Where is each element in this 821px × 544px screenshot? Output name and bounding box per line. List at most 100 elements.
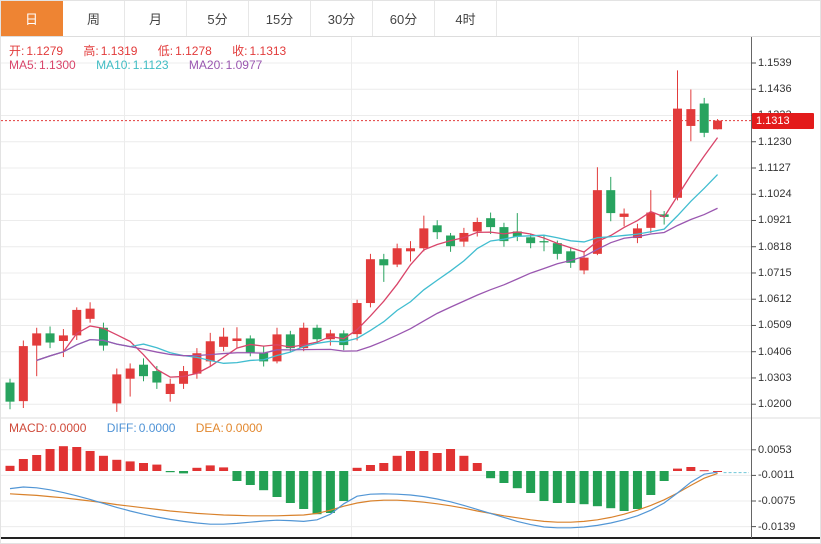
candle-body	[98, 327, 108, 346]
macd-bar	[219, 467, 229, 471]
macd-bar	[179, 471, 189, 474]
ma10-line	[36, 174, 719, 364]
macd-tick-label: 0.0053	[758, 443, 792, 456]
price-tick-label: 1.0509	[758, 319, 792, 332]
ma-readout: MA5: 1.1300 MA10: 1.1123 MA20: 1.0977	[9, 58, 264, 72]
diff-value: 0.0000	[138, 421, 176, 435]
timeframe-tabbar: 日 周 月 5分 15分 30分 60分 4时	[1, 1, 820, 37]
low-label: 低:	[157, 44, 174, 58]
tab-30min[interactable]: 30分	[311, 1, 373, 36]
price-tick-label: 1.0200	[758, 398, 792, 411]
candle-body	[512, 231, 522, 237]
price-tick-label: 1.0818	[758, 240, 792, 253]
macd-bar	[139, 463, 148, 471]
macd-bar	[419, 451, 429, 471]
candle-body	[72, 309, 82, 336]
open-value: 1.1279	[26, 44, 64, 58]
macd-bar	[125, 461, 135, 471]
tab-day[interactable]: 日	[1, 1, 63, 36]
macd-value: 0.0000	[49, 421, 87, 435]
candle-body	[526, 237, 536, 244]
macd-label: MACD:	[9, 421, 48, 435]
candle-body	[179, 371, 189, 384]
tab-15min[interactable]: 15分	[249, 1, 311, 36]
high-value: 1.1319	[100, 44, 138, 58]
macd-bar	[659, 471, 669, 481]
macd-bar	[392, 455, 402, 471]
tab-week[interactable]: 周	[63, 1, 125, 36]
candle-body	[205, 341, 215, 362]
price-tick-label: 1.0406	[758, 345, 792, 358]
macd-tick-label: -0.0075	[758, 495, 796, 507]
candle-body	[646, 212, 656, 228]
macd-bar	[352, 467, 362, 471]
macd-bar	[85, 451, 95, 471]
macd-bar	[646, 471, 656, 495]
macd-bar	[165, 471, 175, 473]
candle-body	[579, 257, 589, 271]
candle-body	[419, 228, 429, 249]
candle-body	[18, 346, 28, 402]
price-tick-label: 1.0921	[758, 214, 792, 227]
dea-line	[9, 472, 718, 523]
macd-bar	[232, 471, 242, 481]
ma20-label: MA20:	[188, 58, 224, 72]
price-tick-label: 1.1024	[758, 188, 792, 201]
macd-bar	[272, 471, 282, 497]
macd-bar	[205, 465, 215, 471]
candle-body	[406, 248, 415, 252]
macd-bar	[18, 459, 28, 471]
macd-bar	[472, 463, 482, 471]
macd-bar	[619, 471, 629, 511]
diff-label: DIFF:	[106, 421, 137, 435]
ma20-value: 1.0977	[225, 58, 263, 72]
macd-tick-label: -0.0139	[758, 520, 796, 533]
macd-bar	[512, 471, 522, 489]
macd-bar	[552, 471, 562, 503]
candle-body	[32, 333, 42, 346]
candle-body	[673, 108, 682, 198]
tab-month[interactable]: 月	[125, 1, 187, 36]
candle-body	[432, 225, 442, 233]
macd-bar	[686, 467, 696, 471]
candle-body	[352, 303, 362, 335]
candle-body	[659, 214, 669, 217]
candle-body	[45, 333, 55, 343]
low-value: 1.1278	[175, 44, 212, 58]
price-tick-label: 1.1230	[758, 135, 792, 148]
candle-body	[299, 327, 309, 349]
macd-bar	[592, 471, 602, 507]
macd-bar	[632, 471, 642, 509]
macd-bar	[499, 471, 509, 483]
candle-body	[165, 383, 175, 395]
close-value: 1.1313	[249, 44, 287, 58]
macd-bar	[432, 453, 442, 471]
price-tick-label: 1.0303	[758, 371, 792, 384]
close-label: 收:	[232, 44, 248, 58]
macd-bar	[192, 467, 202, 471]
high-label: 高:	[83, 44, 99, 58]
price-tick-label: 1.0612	[758, 293, 792, 306]
candle-body	[232, 338, 242, 342]
macd-bar	[325, 471, 335, 513]
tab-5min[interactable]: 5分	[187, 1, 249, 36]
macd-bar	[285, 471, 295, 503]
macd-bar	[259, 471, 269, 491]
tab-60min[interactable]: 60分	[373, 1, 435, 36]
macd-bar	[539, 471, 549, 501]
macd-bar	[699, 470, 709, 472]
ma10-value: 1.1123	[132, 58, 169, 72]
candle-body	[379, 259, 389, 266]
candle-body	[245, 338, 255, 353]
candle-body	[272, 334, 282, 362]
tab-4hour[interactable]: 4时	[435, 1, 497, 36]
candle-body	[192, 353, 202, 374]
macd-bar	[486, 471, 496, 479]
candle-body	[112, 374, 122, 404]
macd-bar	[245, 471, 255, 485]
macd-bar	[606, 471, 616, 509]
candle-body	[539, 241, 549, 243]
macd-bar	[365, 465, 375, 471]
